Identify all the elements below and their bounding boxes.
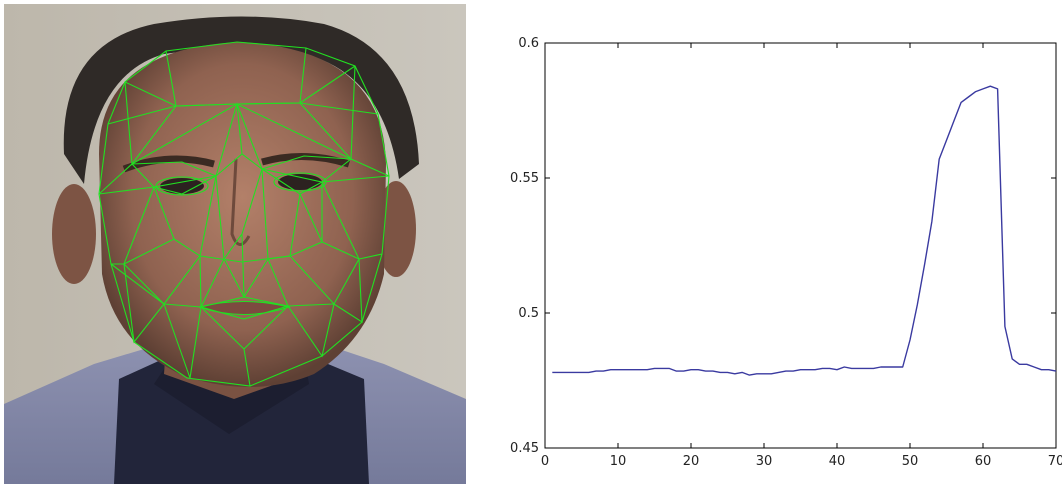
face-skin	[99, 42, 386, 388]
y-tick-label: 0.5	[518, 306, 539, 321]
nose	[230, 158, 251, 246]
axis-tick-labels: 0 10 20 30 40 50 60 70 0.45 0.5 0.55 0.6	[510, 36, 1062, 469]
x-tick-label: 30	[756, 454, 773, 469]
y-tick-label: 0.45	[510, 441, 539, 456]
left-ear	[52, 184, 96, 284]
hair	[63, 16, 419, 184]
face-photo	[4, 4, 466, 484]
right-eye	[278, 174, 322, 190]
series-line	[552, 85, 1057, 376]
line-chart: 0 10 20 30 40 50 60 70 0.45 0.5 0.55 0.6	[510, 36, 1062, 469]
mouth	[199, 301, 289, 315]
x-tick-label: 40	[829, 454, 846, 469]
left-eye	[160, 178, 204, 194]
face-mesh-overlay	[98, 41, 390, 387]
y-tick-label: 0.55	[510, 171, 539, 186]
x-tick-label: 20	[683, 454, 700, 469]
series-layer	[552, 85, 1057, 376]
axis-ticks	[544, 42, 1057, 449]
x-tick-label: 50	[902, 454, 919, 469]
x-tick-label: 0	[541, 454, 549, 469]
plot-frame	[544, 42, 1057, 449]
left-eyebrow	[122, 155, 215, 173]
y-tick-label: 0.6	[518, 36, 539, 51]
x-tick-label: 60	[975, 454, 992, 469]
line-chart-panel: 0 10 20 30 40 50 60 70 0.45 0.5 0.55 0.6	[496, 0, 1062, 487]
x-tick-label: 10	[610, 454, 627, 469]
x-tick-label: 70	[1048, 454, 1062, 469]
face-image-panel	[4, 4, 466, 484]
